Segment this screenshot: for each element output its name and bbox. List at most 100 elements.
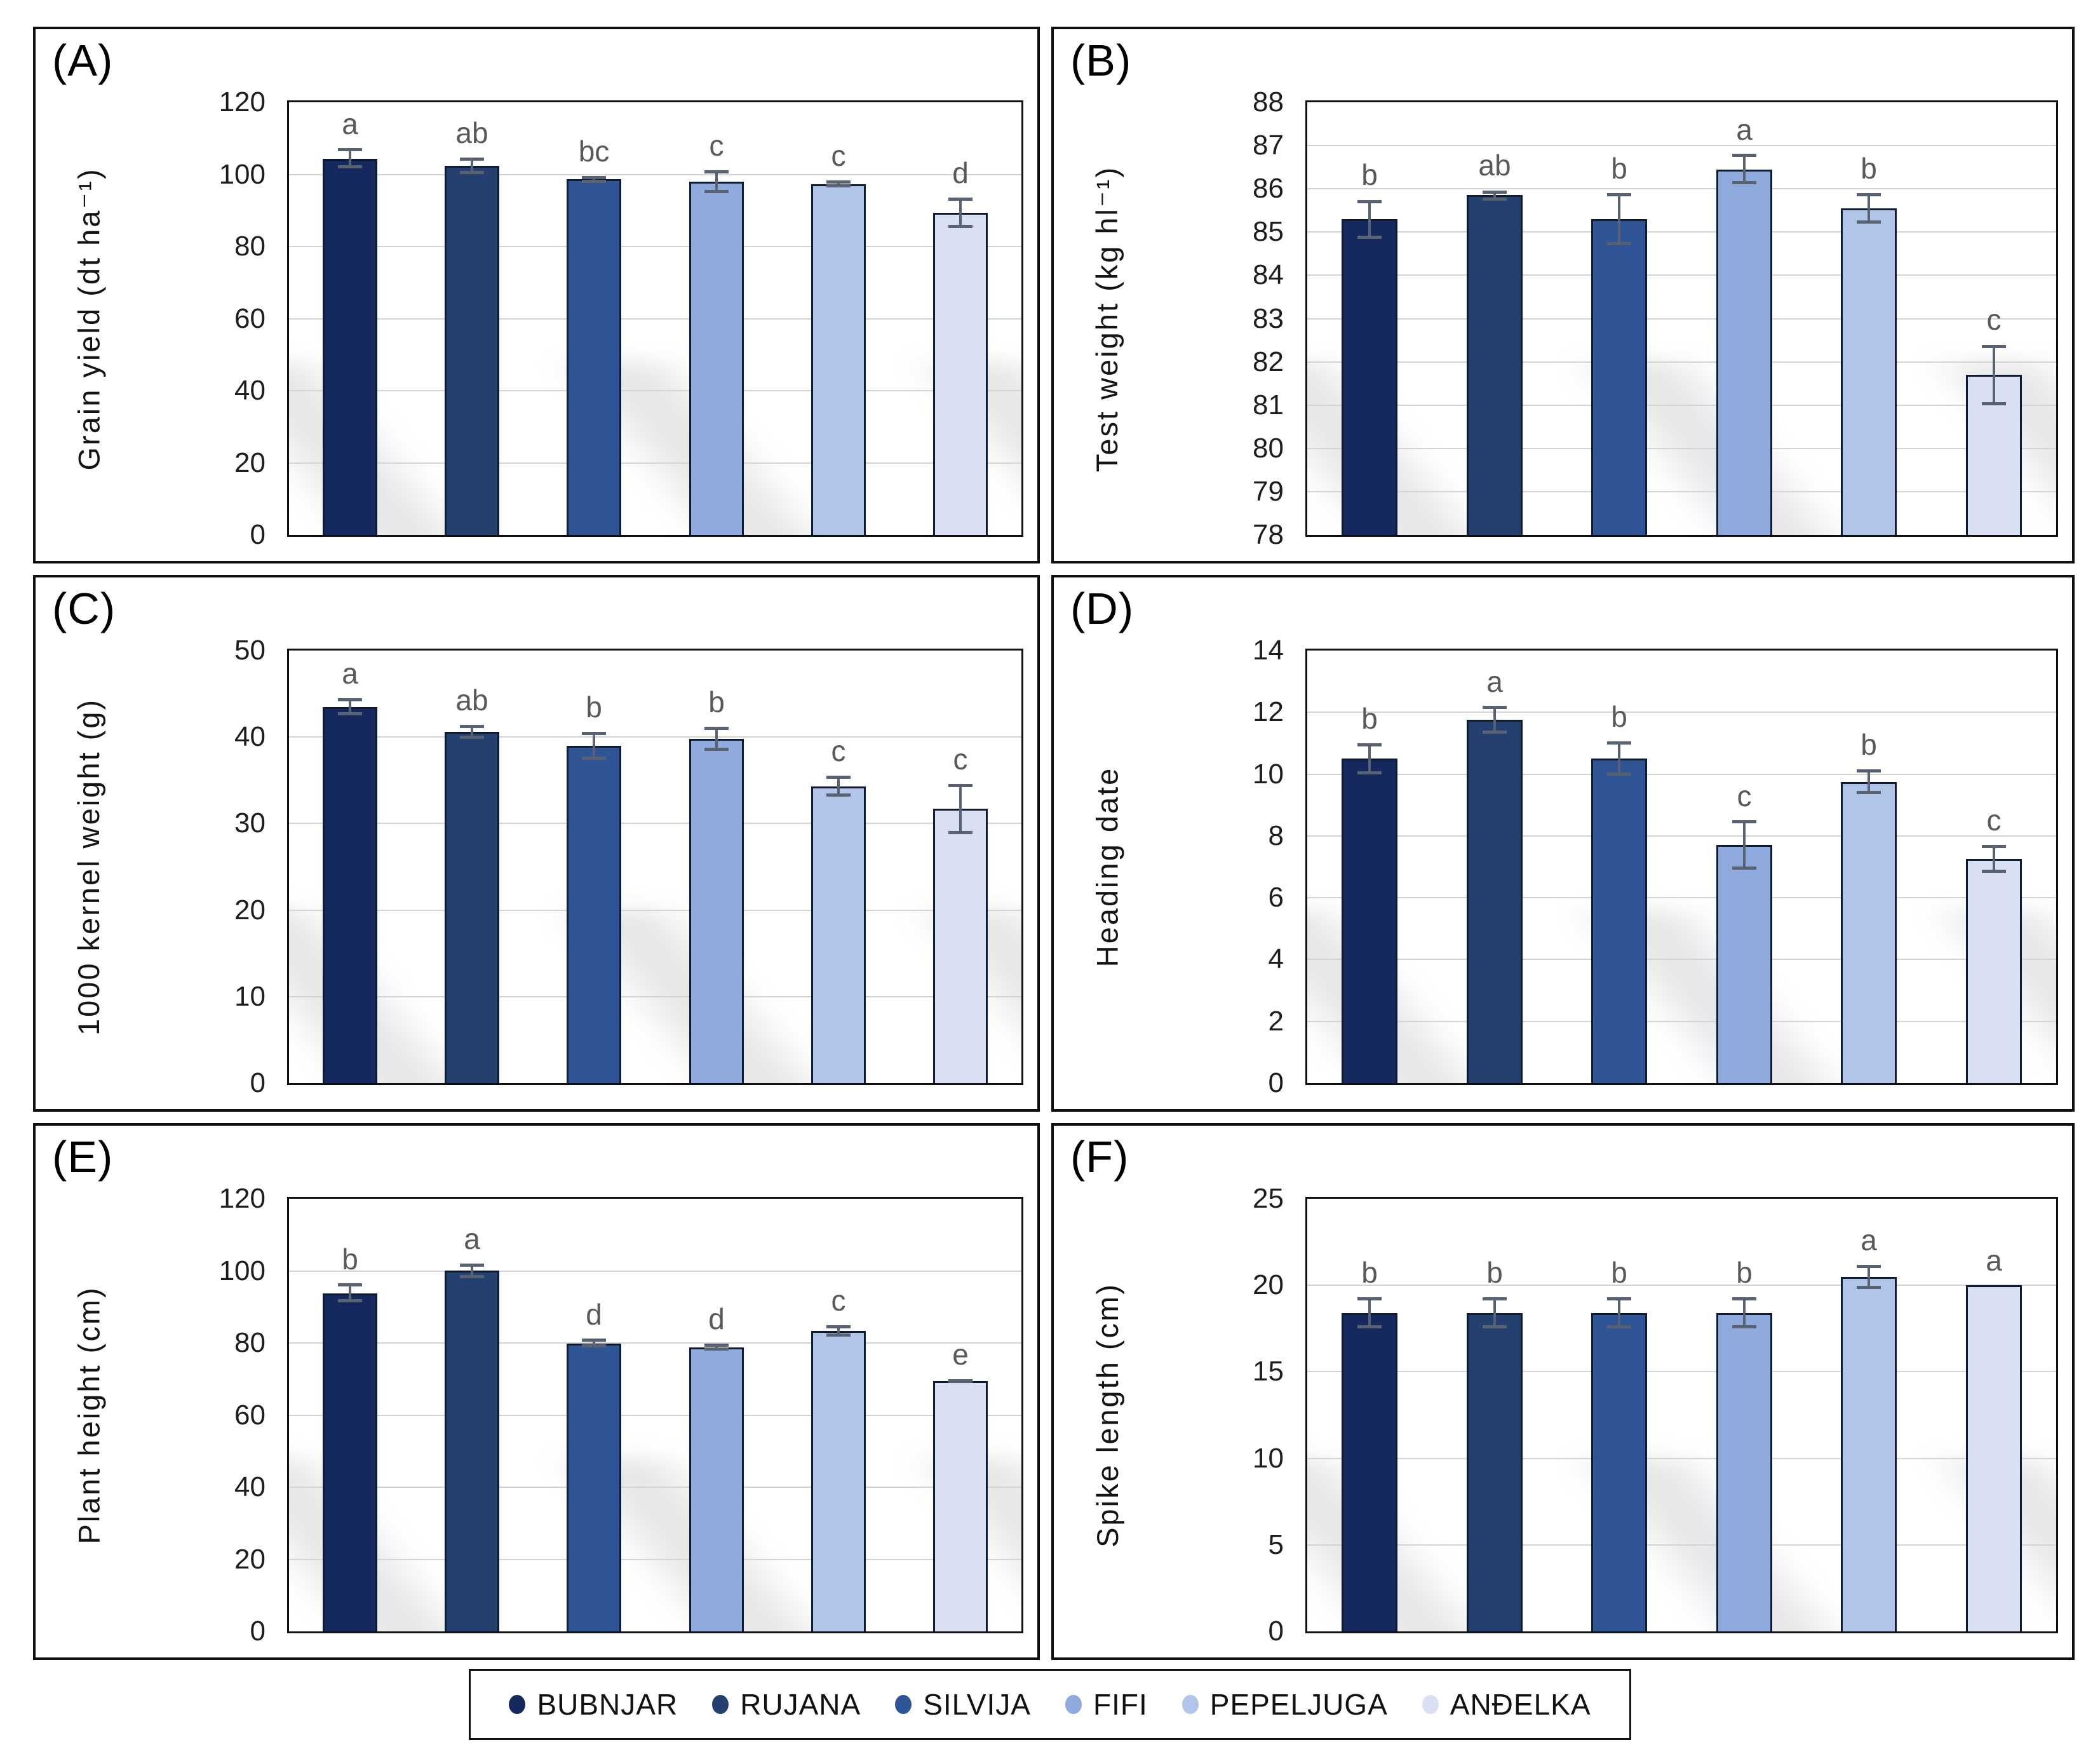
error-bar xyxy=(1857,193,1881,224)
significance-letter: ab xyxy=(455,684,488,717)
significance-letter: b xyxy=(342,1243,358,1276)
gridline xyxy=(1307,274,2056,276)
y-axis-title-b: Test weight (kg hl⁻¹) xyxy=(1090,165,1124,472)
significance-letter: a xyxy=(1736,113,1753,146)
legend-item-andjelka: ANĐELKA xyxy=(1422,1687,1591,1722)
error-bar xyxy=(704,1344,729,1351)
y-tick-label: 2 xyxy=(1268,1005,1284,1037)
bar-pepeljuga xyxy=(811,786,866,1083)
panel-label-b: (B) xyxy=(1070,36,1132,85)
background-watermark xyxy=(289,909,1021,1083)
legend-row: BUBNJAR RUJANA SILVIJA FIFI PEPELJUGA AN… xyxy=(0,1669,2100,1740)
y-tick-label: 8 xyxy=(1268,820,1284,851)
y-tick-label: 20 xyxy=(234,1543,266,1575)
significance-letter: c xyxy=(831,139,846,172)
error-bar xyxy=(460,1264,484,1278)
significance-letter: c xyxy=(831,734,846,767)
bar-silvija xyxy=(567,1344,621,1631)
y-axis-title-a: Grain yield (dt ha⁻¹) xyxy=(72,166,106,471)
error-bar xyxy=(1732,1297,1756,1328)
y-tick-label: 88 xyxy=(1253,86,1284,118)
panel-f-spike-length: (F) Spike length (cm) 0 5 10 15 20 25 b b b b a a xyxy=(1051,1123,2075,1660)
error-bar xyxy=(1357,200,1382,239)
significance-letter: c xyxy=(1986,804,2002,837)
bar-rujana xyxy=(445,1271,499,1631)
legend-marker-pepeljuga xyxy=(1181,1695,1199,1714)
error-bar xyxy=(1982,845,2006,873)
significance-letter: d xyxy=(708,1302,725,1335)
significance-letter: e xyxy=(952,1338,969,1371)
gridline xyxy=(1307,404,2056,406)
y-tick-label: 15 xyxy=(1253,1356,1284,1387)
gridline xyxy=(289,995,1021,997)
background-watermark xyxy=(1307,361,2056,535)
significance-letter: d xyxy=(952,156,969,189)
y-tick-label: 100 xyxy=(219,1255,266,1286)
gridline xyxy=(1307,447,2056,449)
bar-silvija xyxy=(567,746,621,1083)
error-bar xyxy=(826,180,851,187)
background-watermark xyxy=(289,361,1021,535)
gridline xyxy=(1307,712,2056,713)
error-bar xyxy=(338,148,362,168)
gridline xyxy=(1307,231,2056,233)
bar-pepeljuga xyxy=(1841,208,1897,535)
panel-c-kernel-weight: (C) 1000 kernel weight (g) 0 10 20 30 40 50 a… xyxy=(33,575,1040,1112)
gridline xyxy=(1307,1457,2056,1459)
gridline xyxy=(1307,318,2056,320)
y-tick-label: 83 xyxy=(1253,302,1284,334)
bar-anđelka xyxy=(933,213,988,535)
panel-b-test-weight: (B) Test weight (kg hl⁻¹) 78 79 80 81 82 83 84… xyxy=(1051,27,2075,563)
panel-label-e: (E) xyxy=(52,1132,114,1182)
gridline xyxy=(289,736,1021,738)
legend: BUBNJAR RUJANA SILVIJA FIFI PEPELJUGA AN… xyxy=(469,1669,1631,1740)
y-tick-label: 0 xyxy=(250,519,266,550)
significance-letter: b xyxy=(708,685,725,718)
gridline xyxy=(289,1558,1021,1560)
gridline xyxy=(289,909,1021,911)
significance-letter: b xyxy=(1361,1256,1378,1289)
bar-pepeljuga xyxy=(1841,1277,1897,1631)
y-tick-label: 6 xyxy=(1268,882,1284,914)
significance-letter: b xyxy=(1361,158,1378,191)
legend-item-bubnjar: BUBNJAR xyxy=(509,1687,678,1722)
significance-letter: b xyxy=(1611,1256,1627,1289)
plot-area-d: b a b c b c xyxy=(1305,649,2058,1085)
gridline xyxy=(289,1414,1021,1416)
significance-letter: a xyxy=(1861,1224,1877,1257)
error-bar xyxy=(1982,345,2006,405)
y-axis-title-e: Plant height (cm) xyxy=(72,1286,106,1544)
significance-letter: ab xyxy=(1478,149,1511,182)
bar-bubnjar xyxy=(323,1293,377,1631)
y-tick-label: 60 xyxy=(234,302,266,334)
error-bar xyxy=(1483,1297,1507,1328)
legend-label-pepeljuga: PEPELJUGA xyxy=(1209,1688,1388,1721)
y-axis-ticks-b: 78 79 80 81 82 83 84 85 86 87 88 xyxy=(1161,88,1295,549)
significance-letter: c xyxy=(1986,303,2002,336)
bar-pepeljuga xyxy=(1841,782,1897,1083)
significance-letter: c xyxy=(953,743,968,776)
legend-item-pepeljuga: PEPELJUGA xyxy=(1181,1687,1388,1722)
panel-label-a: (A) xyxy=(52,36,114,85)
error-bar xyxy=(948,1379,973,1383)
panel-grid: (A) Grain yield (dt ha⁻¹) 0 20 40 60 80 100 12… xyxy=(33,27,2075,1660)
error-bar xyxy=(826,1325,851,1337)
y-axis-ticks-d: 0 2 4 6 8 10 12 14 xyxy=(1161,637,1295,1097)
y-axis-title-f: Spike length (cm) xyxy=(1090,1283,1124,1548)
bar-fifi xyxy=(1716,845,1772,1083)
significance-letter: a xyxy=(342,107,358,140)
background-watermark xyxy=(1307,1457,2056,1631)
y-tick-label: 10 xyxy=(234,980,266,1012)
legend-item-fifi: FIFI xyxy=(1065,1687,1148,1722)
y-tick-label: 85 xyxy=(1253,216,1284,248)
panel-d-heading-date: (D) Heading date 0 2 4 6 8 10 12 14 b a b c b c xyxy=(1051,575,2075,1112)
bar-silvija xyxy=(1591,1313,1647,1631)
plot-area-a: a ab bc c c d xyxy=(287,100,1023,537)
error-bar xyxy=(1607,741,1631,776)
bar-silvija xyxy=(567,179,621,535)
y-tick-label: 81 xyxy=(1253,389,1284,421)
significance-letter: a xyxy=(464,1222,480,1255)
error-bar xyxy=(582,1339,606,1347)
y-axis-ticks-e: 0 20 40 60 80 100 120 xyxy=(142,1185,277,1645)
gridline xyxy=(289,173,1021,175)
